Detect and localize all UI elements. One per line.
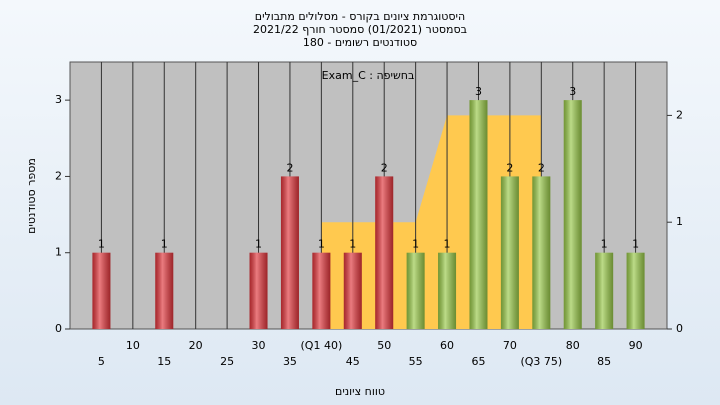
chart-subtitle: סטודנטים רשומים - 180 [303, 36, 417, 49]
value-label: 1 [444, 238, 451, 251]
x-tick-label: 10 [126, 339, 140, 352]
value-label: 2 [381, 161, 388, 174]
annotation: Exam_C : בחשיפה [322, 69, 415, 82]
x-tick-label: 70 [503, 339, 517, 352]
bar-shine [375, 176, 394, 329]
bar-shine [312, 252, 331, 329]
bar-shine [343, 252, 362, 329]
y2-tick-label: 0 [676, 322, 683, 335]
bar-shine [500, 176, 519, 329]
y-tick-label: 3 [55, 93, 62, 106]
y-tick-label: 2 [55, 169, 62, 182]
y-axis-label: מספר סטודנטים [25, 158, 38, 234]
value-label: 1 [632, 238, 639, 251]
value-label: 2 [506, 161, 513, 174]
bar-shine [626, 252, 645, 329]
x-tick-label: (Q1 40) [301, 339, 343, 352]
x-tick-label: 30 [252, 339, 266, 352]
value-label: 1 [318, 238, 325, 251]
bar-shine [469, 100, 488, 330]
bar-shine [438, 252, 457, 329]
x-tick-label: 80 [566, 339, 580, 352]
bar-shine [155, 252, 174, 329]
value-label: 1 [255, 238, 262, 251]
bar-shine [532, 176, 551, 329]
value-label: 1 [412, 238, 419, 251]
value-label: 2 [286, 161, 293, 174]
bar-shine [595, 252, 614, 329]
x-axis-label: טווח ציונים [335, 385, 385, 398]
value-label: 2 [538, 161, 545, 174]
bar-shine [249, 252, 268, 329]
y-tick-label: 0 [55, 322, 62, 335]
y2-tick-label: 2 [676, 108, 683, 121]
value-label: 3 [475, 85, 482, 98]
x-tick-label: 60 [440, 339, 454, 352]
value-label: 3 [569, 85, 576, 98]
bar-shine [280, 176, 299, 329]
x-tick-label: 45 [346, 355, 360, 368]
bar-shine [406, 252, 425, 329]
x-tick-label: 65 [471, 355, 485, 368]
value-label: 1 [349, 238, 356, 251]
value-label: 1 [161, 238, 168, 251]
x-tick-label: (Q3 75) [520, 355, 562, 368]
x-tick-label: 35 [283, 355, 297, 368]
chart-title: היסטוגרמת ציונים בקורס - מסלולים מתבולים [255, 10, 465, 23]
value-label: 1 [601, 238, 608, 251]
bar-shine [563, 100, 582, 330]
x-tick-label: 20 [189, 339, 203, 352]
x-tick-label: 15 [157, 355, 171, 368]
x-tick-label: 5 [98, 355, 105, 368]
x-tick-label: 90 [629, 339, 643, 352]
x-tick-label: 50 [377, 339, 391, 352]
x-tick-label: 55 [409, 355, 423, 368]
y-tick-label: 1 [55, 246, 62, 259]
x-tick-label: 25 [220, 355, 234, 368]
value-label: 1 [98, 238, 105, 251]
bar-shine [92, 252, 111, 329]
chart-subtitle: בסמסטר (01/2021) סמסטר חורף 2021/22 [253, 23, 467, 36]
y2-tick-label: 1 [676, 215, 683, 228]
x-tick-label: 85 [597, 355, 611, 368]
